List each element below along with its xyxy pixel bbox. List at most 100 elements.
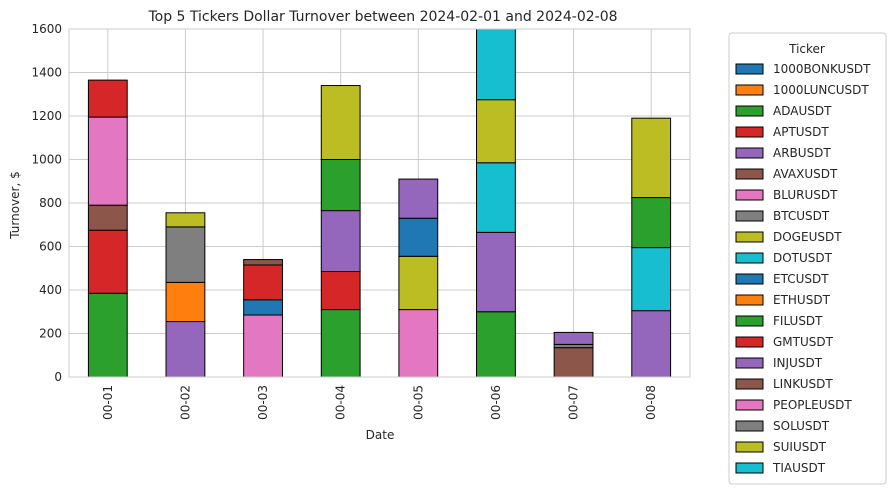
y-tick-label: 0 <box>54 370 62 384</box>
y-tick-label: 200 <box>39 327 62 341</box>
legend-label: LINKUSDT <box>773 377 833 391</box>
x-tick-label: 00-03 <box>256 385 270 420</box>
legend-swatch <box>735 252 764 264</box>
legend-swatch <box>735 231 764 243</box>
legend-label: APTUSDT <box>773 125 829 139</box>
y-tick-label: 1000 <box>31 153 62 167</box>
legend-label: SUIUSDT <box>773 440 827 454</box>
bar-segment <box>476 311 516 378</box>
legend-label: ADAUSDT <box>773 104 832 118</box>
bar-segment <box>553 347 594 378</box>
legend-label: BLURUSDT <box>773 188 838 202</box>
bar-segment <box>320 159 361 212</box>
legend-label: INJUSDT <box>773 356 823 370</box>
bar-segment <box>320 309 361 378</box>
y-tick-labels: 0 200 400 600 800 1000 1200 1400 1600 <box>31 22 62 384</box>
legend-swatch <box>735 126 764 138</box>
legend-label: 1000LUNCUSDT <box>773 83 869 97</box>
y-tick-label: 800 <box>39 196 62 210</box>
legend-swatch <box>735 441 764 453</box>
legend-label: SOLUSDT <box>773 419 830 433</box>
chart-title: Top 5 Tickers Dollar Turnover between 20… <box>147 9 617 25</box>
bar-segment <box>631 197 672 249</box>
legend-frame <box>728 32 887 485</box>
x-tick-label: 00-07 <box>567 385 581 420</box>
bar-segment <box>243 299 283 316</box>
bar-segment <box>631 117 672 199</box>
legend-label: AVAXUSDT <box>773 167 838 181</box>
y-axis-label: Turnover, $ <box>8 171 22 239</box>
y-tick-label: 1600 <box>31 22 62 36</box>
bar-segment <box>243 314 283 378</box>
bar-segment <box>631 247 672 312</box>
legend-swatch <box>735 462 764 474</box>
legend-label: DOTUSDT <box>773 251 833 265</box>
bar-segment <box>165 226 206 283</box>
bar-segment <box>320 271 361 311</box>
legend-label: TIAUSDT <box>772 461 826 475</box>
bar-segment <box>476 231 516 313</box>
bar-segment <box>398 309 439 378</box>
bar-segment <box>320 85 361 160</box>
legend-swatch <box>735 84 764 96</box>
legend-label: PEOPLEUSDT <box>773 398 852 412</box>
bar-segment <box>165 212 206 228</box>
legend-label: GMTUSDT <box>773 335 834 349</box>
x-tick-label: 00-06 <box>489 385 503 420</box>
legend-swatch <box>735 189 764 201</box>
legend-swatch <box>735 399 764 411</box>
bar-segment <box>631 310 672 378</box>
bar-segment <box>87 229 128 294</box>
bar-segment <box>476 162 516 233</box>
bar-segment <box>87 79 128 118</box>
bar-segment <box>87 292 128 378</box>
x-tick-label: 00-01 <box>101 385 115 420</box>
x-tick-labels: 00-01 00-02 00-03 00-04 00-05 00-06 00-07 00-08 <box>101 385 658 420</box>
legend-swatch <box>735 294 764 306</box>
bar-segment <box>476 99 516 164</box>
legend-label: ETHUSDT <box>773 293 831 307</box>
bar-segment <box>398 178 439 219</box>
bar-segment <box>476 28 516 101</box>
legend-swatch <box>735 420 764 432</box>
legend-label: BTCUSDT <box>773 209 830 223</box>
legend-swatch <box>735 315 764 327</box>
bar-segment <box>398 217 439 257</box>
legend-swatch <box>735 336 764 348</box>
x-tick-label: 00-02 <box>178 385 192 420</box>
x-axis-label: Date <box>366 428 395 442</box>
legend-swatch <box>735 168 764 180</box>
legend: Ticker 1000BONKUSDT 1000LUNCUSDT ADAUSDT AP… <box>728 32 887 485</box>
bar-segment <box>243 259 283 266</box>
bar-segment <box>398 255 439 311</box>
legend-label: 1000BONKUSDT <box>773 62 871 76</box>
x-tick-label: 00-08 <box>644 385 658 420</box>
legend-swatch <box>735 378 764 390</box>
legend-swatch <box>735 357 764 369</box>
y-tick-label: 1200 <box>31 109 62 123</box>
bars <box>87 28 672 378</box>
legend-label: ARBUSDT <box>773 146 831 160</box>
bar-segment <box>87 204 128 231</box>
legend-swatch <box>735 63 764 75</box>
bar-segment <box>320 210 361 273</box>
y-tick-label: 600 <box>39 240 62 254</box>
legend-swatch <box>735 147 764 159</box>
plot-frame <box>68 28 691 378</box>
legend-swatch <box>735 273 764 285</box>
legend-label: FILUSDT <box>773 314 823 328</box>
legend-label: DOGEUSDT <box>773 230 842 244</box>
bar-segment <box>87 116 128 206</box>
x-tick-label: 00-05 <box>411 385 425 420</box>
legend-title: Ticker <box>788 42 825 56</box>
legend-swatch <box>735 210 764 222</box>
y-tick-label: 1400 <box>31 66 62 80</box>
bar-segment <box>165 281 206 323</box>
bar-segment <box>553 331 594 345</box>
y-tick-label: 400 <box>39 283 62 297</box>
legend-label: ETCUSDT <box>773 272 829 286</box>
bar-segment <box>243 264 283 301</box>
x-tick-label: 00-04 <box>334 385 348 420</box>
